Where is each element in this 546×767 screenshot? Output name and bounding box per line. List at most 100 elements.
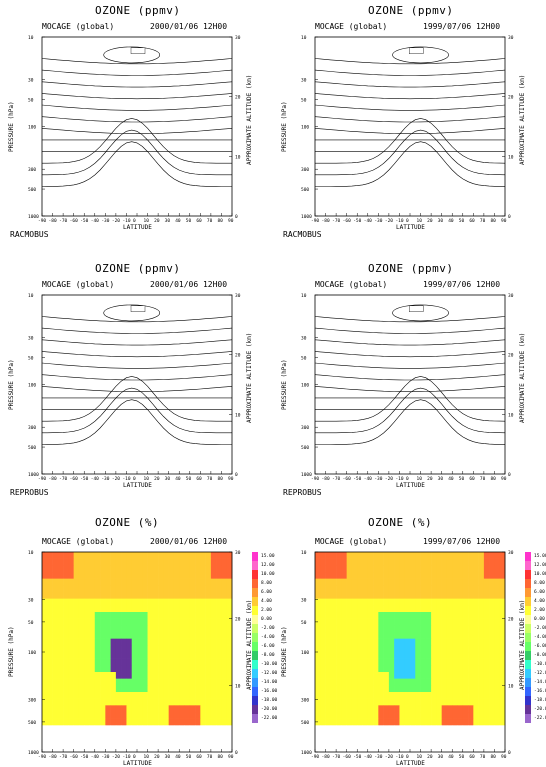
heatmap-cell: [100, 692, 106, 699]
heatmap-cell: [152, 732, 159, 739]
heatmap-cell: [404, 678, 411, 686]
heatmap-cell: [179, 625, 185, 633]
heatmap-cell: [200, 578, 206, 586]
contour-line: [41, 81, 233, 88]
heatmap-cell: [404, 652, 411, 659]
pressure-tick-label: 300: [301, 425, 309, 431]
heatmap-cell: [346, 745, 353, 753]
heatmap-cell: [184, 678, 191, 686]
heatmap-cell: [462, 585, 469, 593]
heatmap-cell: [137, 565, 143, 573]
heatmap-cell: [404, 685, 411, 693]
latitude-tick-label: -50: [80, 218, 88, 224]
heatmap-cell: [336, 592, 342, 599]
heatmap-cell: [94, 558, 101, 566]
heatmap-cell: [341, 658, 347, 666]
heatmap-cell: [137, 558, 143, 566]
heatmap-cell: [200, 638, 206, 646]
altitude-tick-label: 30: [508, 550, 514, 556]
heatmap-cell: [489, 592, 495, 599]
heatmap-cell: [68, 612, 74, 619]
heatmap-cell: [147, 578, 154, 586]
heatmap-cell: [110, 718, 117, 726]
heatmap-cell: [52, 672, 59, 679]
heatmap-cell: [142, 645, 148, 653]
heatmap-cell: [330, 692, 337, 699]
heatmap-cell: [221, 712, 228, 719]
chart-subtitle: MOCAGE (global): [315, 22, 388, 31]
heatmap-cell: [195, 698, 201, 706]
heatmap-cell: [115, 732, 122, 739]
heatmap-cell: [431, 558, 437, 566]
heatmap-cell: [68, 565, 74, 573]
heatmap-cell: [483, 585, 490, 593]
heatmap-cell: [404, 712, 411, 719]
heatmap-cell: [100, 558, 106, 566]
heatmap-cell: [42, 618, 48, 626]
heatmap-cell: [200, 672, 206, 679]
heatmap-cell: [126, 585, 133, 593]
heatmap-cell: [325, 712, 332, 719]
heatmap-cell: [89, 598, 96, 606]
heatmap-cell: [330, 585, 337, 593]
heatmap-cell: [221, 565, 228, 573]
heatmap-cell: [346, 652, 353, 659]
colorbar-cell: [252, 642, 258, 651]
heatmap-cell: [351, 665, 358, 673]
altitude-tick-label: 30: [235, 293, 241, 299]
heatmap-cell: [499, 605, 506, 613]
heatmap-cell: [94, 678, 101, 686]
colorbar-tick-label: 2.00: [534, 607, 545, 613]
heatmap-cell: [210, 732, 217, 739]
heatmap-cell: [126, 665, 133, 673]
heatmap-cell: [473, 592, 479, 599]
heatmap-cell: [121, 672, 127, 679]
heatmap-cell: [47, 578, 53, 586]
heatmap-cell: [52, 725, 59, 733]
heatmap-cell: [373, 565, 379, 573]
heatmap-cell: [341, 698, 347, 706]
heatmap-cell: [226, 725, 233, 733]
heatmap-cell: [473, 632, 479, 639]
pressure-tick-label: 50: [301, 98, 307, 104]
heatmap-cell: [404, 665, 411, 673]
heatmap-cell: [415, 658, 421, 666]
heatmap-cell: [483, 592, 490, 599]
heatmap-cell: [399, 645, 406, 653]
heatmap-cell: [462, 625, 469, 633]
heatmap-cell: [89, 705, 96, 713]
colorbar-tick-label: -22.00: [534, 715, 546, 721]
contour-line: [41, 351, 233, 358]
heatmap-cell: [57, 585, 64, 593]
heatmap-cell: [394, 585, 400, 593]
heatmap-cell: [84, 598, 90, 606]
heatmap-cell: [357, 558, 363, 566]
colorbar-cell: [252, 633, 258, 642]
heatmap-cell: [68, 718, 74, 726]
heatmap-cell: [378, 738, 384, 746]
heatmap-cell: [452, 692, 458, 699]
heatmap-cell: [89, 558, 96, 566]
heatmap-cell: [473, 618, 479, 626]
heatmap-cell: [357, 658, 363, 666]
heatmap-cell: [200, 685, 206, 693]
heatmap-cell: [205, 625, 212, 633]
heatmap-cell: [341, 612, 347, 619]
heatmap-cell: [147, 692, 154, 699]
heatmap-cell: [131, 558, 138, 566]
heatmap-cell: [362, 738, 369, 746]
heatmap-cell: [63, 638, 69, 646]
heatmap-cell: [468, 625, 474, 633]
heatmap-cell: [473, 698, 479, 706]
heatmap-cell: [163, 718, 169, 726]
heatmap-cell: [78, 558, 85, 566]
heatmap-cell: [399, 638, 406, 646]
heatmap-cell: [158, 572, 164, 579]
heatmap-cell: [73, 672, 80, 679]
heatmap-cell: [457, 558, 464, 566]
heatmap-cell: [152, 712, 159, 719]
heatmap-cell: [315, 625, 321, 633]
heatmap-cell: [179, 678, 185, 686]
latitude-tick-label: 70: [207, 476, 213, 482]
